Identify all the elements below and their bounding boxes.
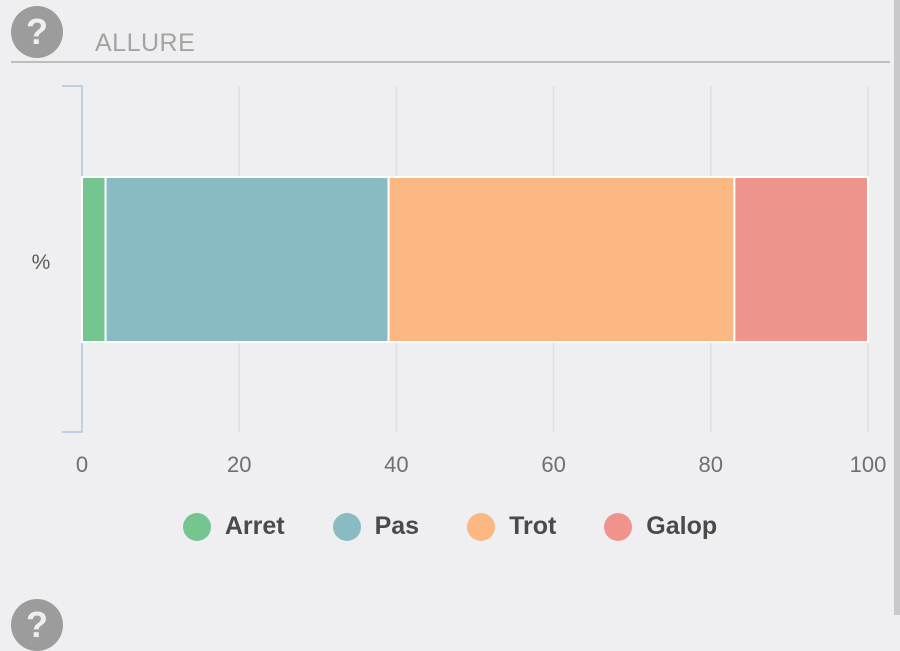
- help-icon[interactable]: ?: [11, 6, 63, 58]
- bar-segment-galop[interactable]: [733, 176, 869, 343]
- legend-label: Pas: [374, 512, 420, 540]
- x-tick-label: 100: [850, 452, 887, 477]
- legend-item-arret[interactable]: Arret: [182, 512, 285, 541]
- legend-item-trot[interactable]: Trot: [467, 512, 556, 541]
- legend-item-galop[interactable]: Galop: [604, 512, 717, 541]
- x-tick-label: 20: [227, 452, 251, 477]
- legend-swatch: [182, 512, 211, 541]
- y-category-label: %: [32, 251, 51, 274]
- legend-swatch: [604, 512, 633, 541]
- help-icon-next-section[interactable]: ?: [11, 599, 63, 651]
- legend-label: Arret: [224, 512, 285, 540]
- chart-legend: Arret Pas Trot Galop: [0, 512, 900, 541]
- legend-item-pas[interactable]: Pas: [332, 512, 420, 541]
- x-tick-label: 60: [541, 452, 565, 477]
- bar-segment-arret[interactable]: [81, 176, 107, 343]
- allure-chart: 0 20 40 60 80 100%: [32, 85, 887, 477]
- window-edge: [894, 0, 900, 615]
- legend-swatch: [467, 512, 496, 541]
- section-divider: [11, 61, 890, 63]
- legend-label: Trot: [509, 512, 557, 540]
- legend-label: Galop: [646, 512, 718, 540]
- section-title: ALLURE: [95, 29, 196, 57]
- legend-swatch: [332, 512, 361, 541]
- x-tick-label: 40: [384, 452, 408, 477]
- y-axis-line: [62, 85, 83, 433]
- bar-segment-trot[interactable]: [387, 176, 736, 343]
- x-tick-label: 80: [699, 452, 723, 477]
- bar-segment-pas[interactable]: [104, 176, 390, 343]
- x-tick-label: 0: [76, 452, 88, 477]
